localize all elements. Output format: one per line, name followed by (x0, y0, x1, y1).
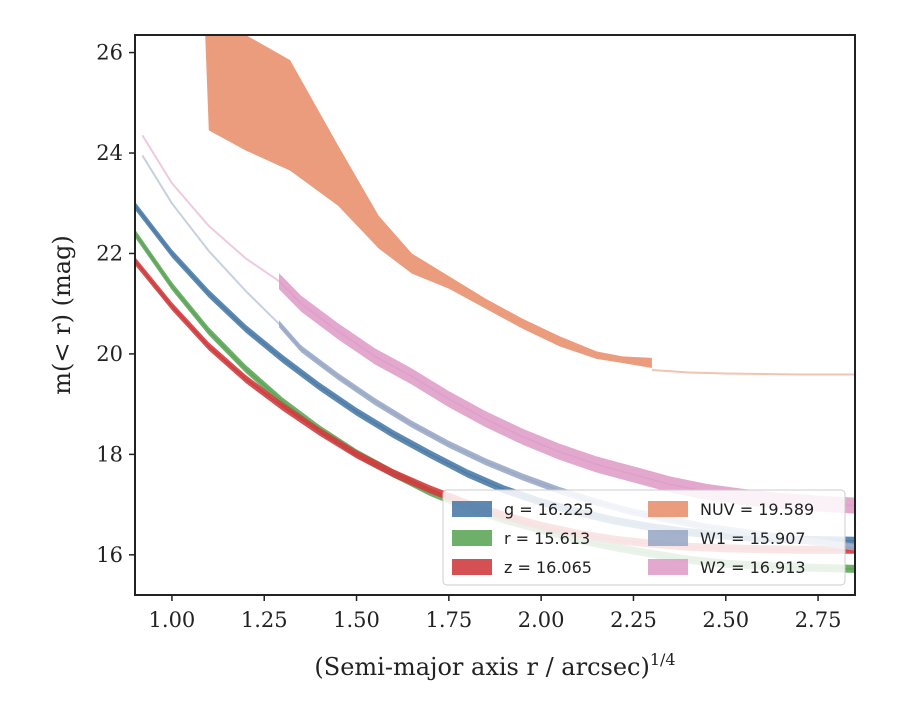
legend-frame (442, 489, 846, 586)
legend-label-w2: W2 = 16.913 (700, 558, 806, 577)
x-axis-label: (Semi-major axis r / arcsec)1/4 (314, 650, 675, 681)
x-tick-label: 2.25 (610, 608, 657, 632)
series-nuv-band (205, 35, 652, 368)
legend-swatch-w1 (648, 530, 688, 546)
x-axis-label-text: (Semi-major axis r / arcsec) (314, 653, 649, 681)
legend-label-w1: W1 = 15.907 (700, 529, 806, 548)
y-tick-label: 16 (96, 543, 123, 567)
x-axis-label-exponent: 1/4 (650, 650, 676, 669)
x-tick-label: 1.00 (149, 608, 196, 632)
series-w1-extrapolated-line (141, 154, 280, 325)
x-tick-label: 1.75 (425, 608, 472, 632)
y-tick-label: 20 (96, 342, 123, 366)
series-w2-extrapolated-line (141, 134, 280, 282)
legend: g = 16.225 r = 15.613 z = 16.065 NUV = 19.5… (442, 489, 846, 586)
y-tick-label: 24 (96, 141, 123, 165)
y-axis: 16 18 20 22 24 26 (96, 41, 135, 567)
legend-label-r: r = 15.613 (504, 529, 590, 548)
y-tick-label: 26 (96, 41, 123, 65)
legend-swatch-w2 (648, 559, 688, 575)
y-tick-label: 18 (96, 442, 123, 466)
x-tick-label: 2.50 (702, 608, 749, 632)
legend-label-g: g = 16.225 (504, 500, 594, 519)
x-tick-label: 2.75 (795, 608, 842, 632)
legend-swatch-z (452, 559, 492, 575)
x-tick-label: 2.00 (518, 608, 565, 632)
y-axis-label: m(< r) (mag) (48, 235, 76, 394)
y-tick-label: 22 (96, 241, 123, 265)
x-tick-label: 1.50 (333, 608, 380, 632)
legend-label-nuv: NUV = 19.589 (700, 500, 814, 519)
x-axis: 1.00 1.25 1.50 1.75 2.00 2.25 2.50 2.75 (149, 595, 842, 632)
series-z-band (135, 257, 855, 554)
legend-swatch-g (452, 501, 492, 517)
series-nuv-extrapolated-line (651, 369, 855, 376)
legend-swatch-r (452, 530, 492, 546)
plot-frame (134, 34, 856, 596)
legend-swatch-nuv (648, 501, 688, 517)
x-tick-label: 1.25 (241, 608, 288, 632)
legend-label-z: z = 16.065 (504, 558, 592, 577)
